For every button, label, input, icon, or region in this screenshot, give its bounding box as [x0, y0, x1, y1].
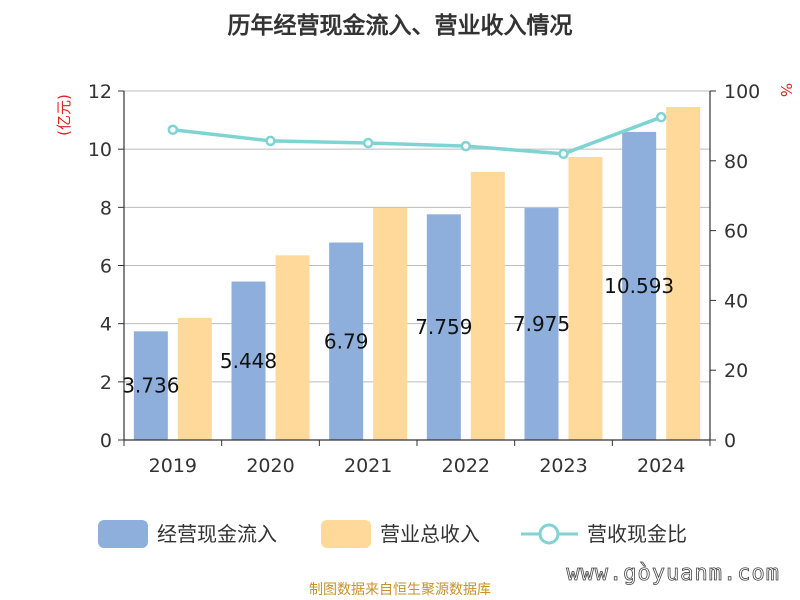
legend-swatch-cash-inflow: [98, 520, 148, 548]
ratio-point: [460, 140, 472, 152]
bar-data-label: 7.975: [513, 312, 570, 336]
bar-revenue: [568, 157, 603, 440]
grid-lines: [124, 90, 710, 383]
right-axis-tick-label: 100: [724, 81, 760, 103]
legend-swatch-revenue: [321, 520, 371, 548]
ratio-point: [265, 135, 276, 147]
bar-cash-inflow: [426, 214, 461, 440]
x-axis-tick-label: 2021: [344, 455, 392, 477]
bar-revenue: [373, 207, 408, 440]
legend-marker-ratio: [538, 523, 560, 545]
chart-title: 历年经营现金流入、营业收入情况: [228, 12, 573, 39]
ratio-point: [558, 148, 569, 160]
bar-data-label: 7.759: [415, 315, 472, 339]
x-axis-tick-label: 2022: [442, 455, 490, 477]
legend-label-cash-inflow: 经营现金流入: [157, 522, 277, 546]
bar-cash-inflow: [622, 131, 657, 440]
right-axis-tick-label: 20: [724, 360, 748, 382]
bar-layer: [133, 106, 701, 440]
left-axis-tick-label: 10: [88, 139, 112, 161]
right-axis-tick-label: 40: [724, 290, 748, 312]
bar-cash-inflow: [524, 208, 559, 440]
legend-label-ratio: 营收现金比: [587, 522, 687, 546]
axes: 0 2 4 6 8 10 12 0 20 40 60 80 100 2019 2020 2021 2022 202…: [88, 81, 760, 477]
x-axis-tick-label: 2024: [637, 455, 685, 477]
bar-revenue: [177, 317, 212, 440]
bar-revenue: [666, 106, 701, 440]
bar-revenue: [275, 255, 310, 440]
left-axis-tick-label: 12: [88, 81, 112, 103]
x-axis-tick-label: 2019: [149, 455, 197, 477]
legend-label-revenue: 营业总收入: [380, 522, 480, 546]
right-axis-tick-label: 80: [724, 151, 748, 173]
right-axis-tick-label: 0: [724, 430, 736, 452]
bar-data-label: 5.448: [220, 349, 277, 373]
right-axis-unit: %: [777, 83, 795, 97]
bar-data-label: 6.79: [324, 329, 369, 353]
watermark: www.gòyuanm.com: [566, 561, 780, 586]
left-axis-tick-label: 8: [100, 197, 112, 219]
ratio-line-layer: [167, 111, 667, 160]
x-axis-tick-label: 2020: [246, 455, 294, 477]
left-axis-tick-label: 6: [100, 256, 112, 278]
ratio-point: [362, 137, 374, 149]
left-axis-tick-label: 0: [100, 430, 112, 452]
left-axis-tick-label: 4: [100, 314, 112, 336]
bar-cash-inflow: [231, 281, 266, 440]
bar-revenue: [470, 171, 505, 440]
right-axis-tick-label: 60: [724, 221, 748, 243]
source-note: 制图数据来自恒生聚源数据库: [309, 582, 491, 598]
ratio-line: [172, 115, 662, 156]
ratio-point: [655, 111, 667, 123]
bar-data-label: 3.736: [122, 374, 179, 398]
ratio-point: [167, 124, 179, 135]
data-label-layer: 3.736 5.448 6.79 7.759 7.975 10.593: [122, 274, 674, 398]
bar-data-label: 10.593: [604, 274, 674, 298]
left-axis-unit: (亿元): [55, 94, 73, 136]
legend: 经营现金流入 营业总收入 营收现金比: [98, 520, 687, 548]
bar-cash-inflow: [133, 331, 168, 440]
x-axis-tick-label: 2023: [539, 455, 587, 477]
left-axis-tick-label: 2: [100, 372, 112, 394]
bar-cash-inflow: [329, 242, 364, 440]
